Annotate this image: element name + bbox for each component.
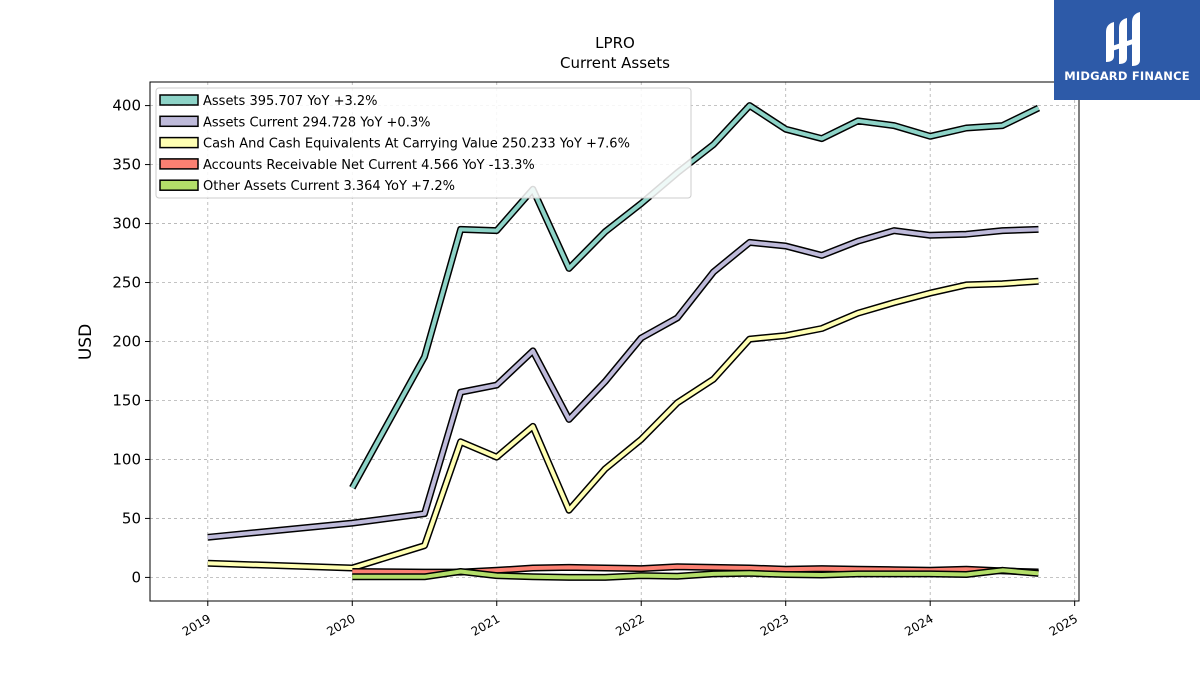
legend-swatch — [159, 136, 199, 149]
x-tick-label: 2023 — [758, 611, 791, 638]
brand-name: MIDGARD FINANCE — [1064, 69, 1190, 83]
legend-entry: Other Assets Current 3.364 YoY +7.2% — [203, 179, 455, 194]
series-line — [350, 103, 1040, 489]
y-tick-label: 300 — [112, 215, 141, 233]
x-tick-label: 2019 — [180, 611, 213, 638]
legend-swatch — [159, 115, 199, 128]
y-tick-label: 200 — [112, 333, 141, 351]
y-tick-label: 400 — [112, 97, 141, 115]
x-tick-label: 2025 — [1047, 611, 1080, 638]
legend-entry: Assets Current 294.728 YoY +0.3% — [203, 115, 430, 130]
y-axis-label: USD — [76, 324, 96, 360]
series-line-outline — [207, 225, 1039, 541]
y-tick-label: 150 — [112, 391, 141, 409]
legend-entry: Cash And Cash Equivalents At Carrying Va… — [203, 137, 630, 152]
y-tick-label: 0 — [131, 568, 141, 586]
chart-title: LPRO — [595, 34, 635, 52]
legend-entry: Accounts Receivable Net Current 4.566 Yo… — [203, 158, 535, 173]
y-tick-label: 350 — [112, 156, 141, 174]
y-axis: 0 50 100 150 200 250 300 350 400 — [112, 97, 150, 586]
x-tick-label: 2020 — [324, 611, 357, 638]
brand-logo: MIDGARD FINANCE — [1054, 0, 1200, 100]
series-line — [352, 568, 1039, 580]
x-axis: 2019 2020 2021 2022 2023 2024 2025 — [180, 601, 1080, 639]
chart-subtitle: Current Assets — [560, 54, 670, 72]
x-tick-label: 2021 — [469, 611, 502, 638]
legend-swatch — [159, 179, 199, 191]
y-tick-label: 100 — [112, 450, 141, 468]
logo-mark-icon — [1106, 12, 1140, 66]
y-tick-label: 50 — [122, 509, 141, 527]
legend-box — [155, 87, 692, 199]
legend: Assets 395.707 YoY +3.2% Assets Current 2… — [155, 87, 692, 199]
legend-entry: Assets 395.707 YoY +3.2% — [203, 94, 378, 109]
series-line — [352, 564, 1039, 575]
series-layer — [207, 102, 1041, 581]
series-line — [207, 227, 1039, 540]
series-line — [207, 279, 1039, 570]
x-tick-label: 2024 — [902, 611, 935, 638]
y-tick-label: 250 — [112, 274, 141, 292]
x-tick-label: 2022 — [613, 611, 646, 638]
legend-swatch — [159, 94, 199, 106]
legend-swatch — [159, 158, 199, 170]
